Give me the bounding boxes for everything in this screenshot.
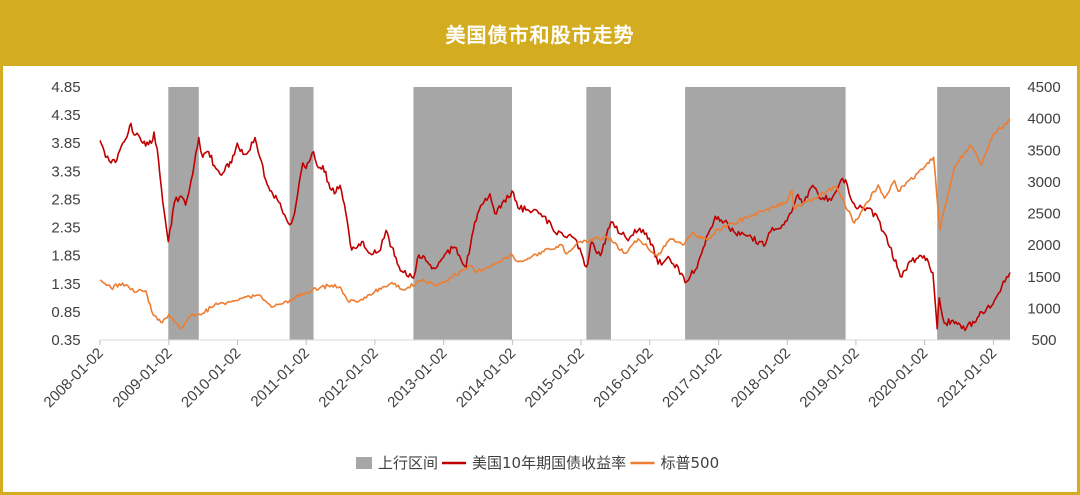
legend: 上行区间 美国10年期国债收益率 标普500 bbox=[356, 454, 719, 472]
left-tick-label: 1.35 bbox=[51, 276, 80, 293]
shaded-period-2 bbox=[289, 87, 314, 340]
shaded-period-5 bbox=[685, 87, 846, 340]
x-tick-label: 2009-01-02 bbox=[109, 345, 175, 411]
legend-label: 美国10年期国债收益率 bbox=[472, 454, 626, 472]
chart-title: 美国债市和股市走势 bbox=[445, 22, 635, 47]
right-axis-ticks: 4500 4000 3500 3000 2500 2000 1500 1000 500 bbox=[1027, 79, 1060, 349]
left-tick-label: 4.85 bbox=[51, 79, 80, 96]
series-line-2 bbox=[99, 119, 1011, 330]
x-tick-label: 2011-01-02 bbox=[248, 345, 313, 410]
right-tick-label: 4000 bbox=[1027, 111, 1060, 128]
left-tick-label: 3.35 bbox=[51, 163, 80, 180]
x-tick-label: 2018-01-02 bbox=[728, 345, 794, 411]
x-tick-label: 2013-01-02 bbox=[384, 345, 450, 411]
x-tick-label: 2019-01-02 bbox=[796, 345, 862, 411]
left-tick-label: 2.85 bbox=[51, 191, 80, 208]
left-tick-label: 3.85 bbox=[51, 135, 80, 152]
left-axis-ticks: 4.85 4.35 3.85 3.35 2.85 2.35 1.85 1.35 0.85 0.35 bbox=[51, 79, 80, 349]
right-tick-label: 3000 bbox=[1027, 174, 1060, 191]
left-tick-label: 4.35 bbox=[51, 107, 80, 124]
right-tick-label: 1000 bbox=[1027, 300, 1060, 317]
x-tick-label: 2015-01-02 bbox=[522, 345, 588, 411]
shaded-period-4 bbox=[586, 87, 611, 340]
x-tick-label: 2010-01-02 bbox=[178, 345, 244, 411]
left-tick-label: 2.35 bbox=[51, 220, 80, 237]
left-tick-label: 1.85 bbox=[51, 248, 80, 265]
x-tick-label: 2008-01-02 bbox=[41, 345, 107, 411]
legend-label: 上行区间 bbox=[378, 454, 438, 472]
right-tick-label: 4500 bbox=[1027, 79, 1060, 96]
legend-swatch-shade bbox=[356, 457, 372, 469]
legend-label: 标普500 bbox=[661, 454, 720, 472]
x-tick-label: 2014-01-02 bbox=[453, 345, 519, 411]
right-tick-label: 500 bbox=[1031, 332, 1056, 349]
x-tick-label: 2021-01-02 bbox=[934, 345, 1000, 411]
right-tick-label: 1500 bbox=[1027, 269, 1060, 286]
x-tick-label: 2012-01-02 bbox=[315, 345, 381, 411]
shaded-period-6 bbox=[937, 87, 1010, 340]
left-tick-label: 0.35 bbox=[51, 332, 80, 349]
x-axis-ticks: 2008-01-02 2009-01-02 2010-01-02 2011-01-02… bbox=[41, 340, 1000, 411]
series-lines bbox=[99, 119, 1011, 332]
right-tick-label: 2000 bbox=[1027, 237, 1060, 254]
title-banner: 美国债市和股市走势 bbox=[0, 0, 1080, 66]
right-tick-label: 3500 bbox=[1027, 142, 1060, 159]
x-tick-label: 2017-01-02 bbox=[659, 345, 725, 411]
right-tick-label: 2500 bbox=[1027, 206, 1060, 223]
left-tick-label: 0.85 bbox=[51, 304, 80, 321]
series-line-1 bbox=[99, 122, 1011, 332]
x-tick-label: 2016-01-02 bbox=[590, 345, 656, 411]
x-tick-label: 2020-01-02 bbox=[865, 345, 931, 411]
